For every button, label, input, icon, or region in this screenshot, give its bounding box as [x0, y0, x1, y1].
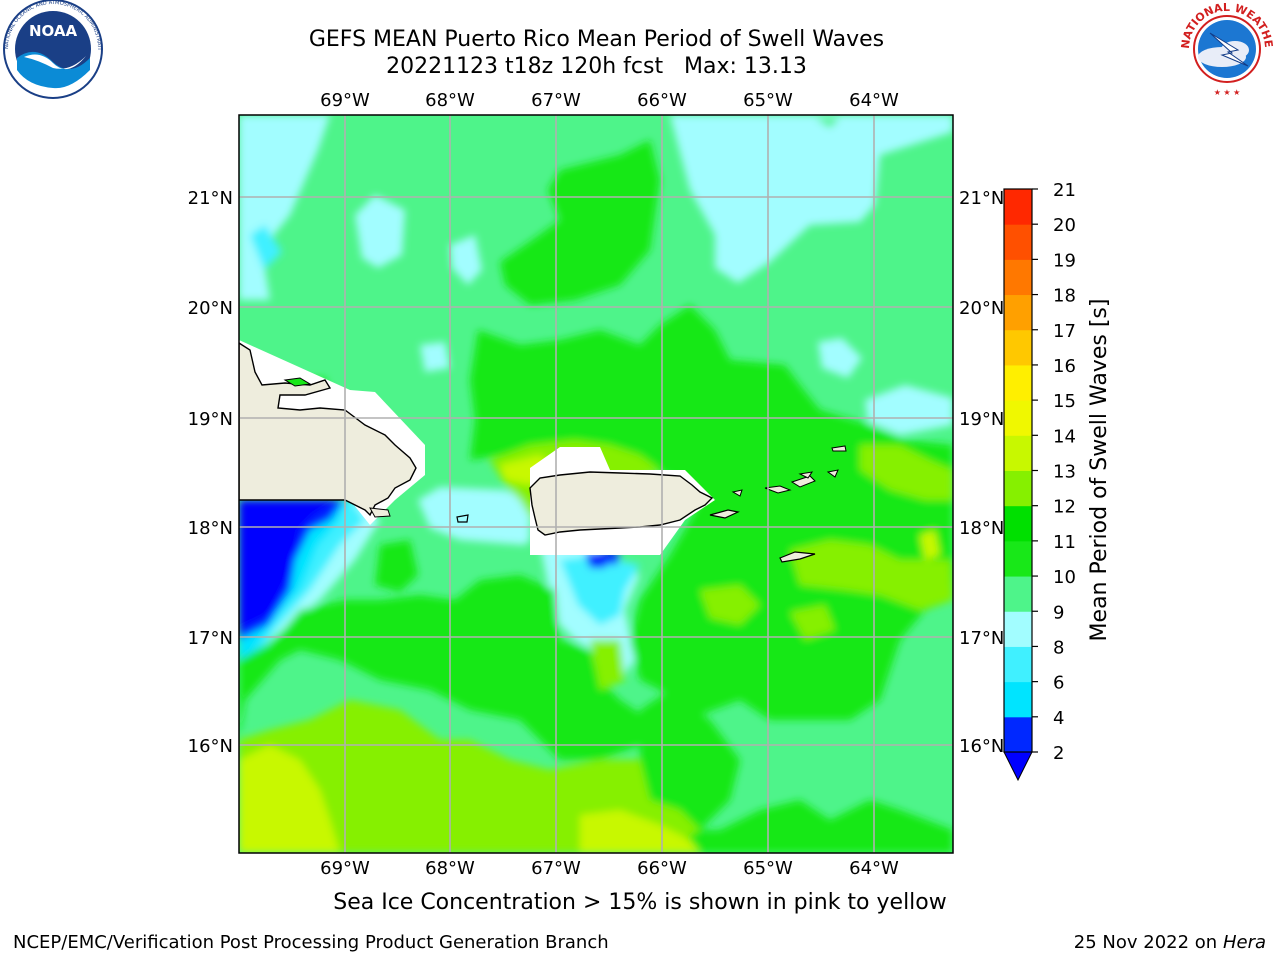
- lat-label: 19°N: [959, 409, 1004, 430]
- lon-labels-top: 69°W 68°W 67°W 66°W 65°W 64°W: [320, 90, 899, 111]
- lat-label: 17°N: [959, 628, 1004, 649]
- colorbar-segment: [1004, 364, 1032, 401]
- graticule: [239, 115, 953, 853]
- lat-label: 20°N: [959, 298, 1004, 319]
- lat-label: 18°N: [959, 518, 1004, 539]
- colorbar-tick-label: 13: [1053, 462, 1076, 483]
- nws-ring-text: NATIONAL WEATHER SERVICE: [0, 0, 1275, 49]
- colorbar-tick-label: 4: [1053, 708, 1064, 729]
- lat-label: 17°N: [188, 628, 233, 649]
- svg-text:★ ★ ★: ★ ★ ★: [1214, 88, 1241, 97]
- lat-label: 21°N: [188, 188, 233, 209]
- lat-labels-left: 21°N 20°N 19°N 18°N 17°N 16°N: [188, 188, 233, 757]
- colorbar-segment: [1004, 224, 1032, 260]
- colorbar-tick-label: 19: [1053, 250, 1076, 271]
- colorbar-segment: [1004, 646, 1032, 683]
- colorbar-segment: [1004, 716, 1032, 753]
- lon-label: 66°W: [637, 90, 687, 111]
- colorbar-segment: [1004, 470, 1032, 507]
- colorbar-tick-label: 17: [1053, 321, 1076, 342]
- lat-label: 16°N: [188, 736, 233, 757]
- colorbar-segment: [1004, 611, 1032, 647]
- colorbar-tick-label: 9: [1053, 602, 1064, 623]
- colorbar-tick-label: 11: [1053, 532, 1076, 553]
- colorbar-tick-label: 12: [1053, 497, 1076, 518]
- lon-label: 68°W: [425, 90, 475, 111]
- lon-label: 64°W: [849, 858, 899, 879]
- lat-labels-right: 21°N 20°N 19°N 18°N 17°N 16°N: [959, 188, 1004, 757]
- nws-logo: NATIONAL WEATHER SERVICE ★ ★ ★: [0, 0, 1275, 97]
- colorbar-tick-label: 20: [1053, 215, 1076, 236]
- colorbar-tick-label: 8: [1053, 637, 1064, 658]
- colorbar-tick-label: 10: [1053, 567, 1076, 588]
- colorbar-tick-label: 15: [1053, 391, 1076, 412]
- lon-label: 64°W: [849, 90, 899, 111]
- lon-label: 66°W: [637, 858, 687, 879]
- colorbar-segment: [1004, 294, 1032, 331]
- colorbar-tick-label: 18: [1053, 286, 1076, 307]
- lon-label: 69°W: [320, 858, 370, 879]
- lon-label: 67°W: [531, 90, 581, 111]
- colorbar-segment: [1004, 576, 1032, 612]
- footer-date-text: 25 Nov 2022 on: [1073, 932, 1218, 953]
- colorbar-segment: [1004, 259, 1032, 296]
- colorbar-segment: [1004, 400, 1032, 436]
- lon-label: 65°W: [743, 90, 793, 111]
- colorbar-tick-label: 6: [1053, 673, 1064, 694]
- colorbar-segment: [1004, 329, 1032, 366]
- lat-label: 16°N: [959, 736, 1004, 757]
- colorbar-segment: [1004, 435, 1032, 471]
- lat-label: 19°N: [188, 409, 233, 430]
- lon-label: 69°W: [320, 90, 370, 111]
- footer-credit: NCEP/EMC/Verification Post Processing Pr…: [13, 932, 609, 953]
- colorbar-under-arrow: [1003, 751, 1033, 782]
- footer-date: 25 Nov 2022 on Hera: [1074, 932, 1266, 953]
- svg-text:NATIONAL WEATHER SERVICE: NATIONAL WEATHER SERVICE: [0, 0, 1275, 49]
- colorbar: 21 20 19 18 17 16 15 14 13 12 11 10 9 8 6 4 2: [1003, 180, 1076, 782]
- lat-label: 20°N: [188, 298, 233, 319]
- lon-label: 68°W: [425, 858, 475, 879]
- colorbar-tick-label: 16: [1053, 356, 1076, 377]
- sea-ice-note: Sea Ice Concentration > 15% is shown in …: [333, 890, 947, 915]
- map-title: GEFS MEAN Puerto Rico Mean Period of Swe…: [308, 27, 885, 52]
- swell-period-field: [239, 115, 953, 853]
- colorbar-segment: [1004, 681, 1032, 718]
- lat-label: 18°N: [188, 518, 233, 539]
- map-frame: [238, 114, 954, 854]
- colorbar-segment: [1004, 540, 1032, 577]
- colorbar-tick-label: 14: [1053, 426, 1076, 447]
- lon-label: 67°W: [531, 858, 581, 879]
- lon-labels-bottom: 69°W 68°W 67°W 66°W 65°W 64°W: [320, 858, 899, 879]
- map-subtitle: 20221123 t18z 120h fcst Max: 13.13: [386, 54, 807, 79]
- colorbar-tick-label: 2: [1053, 743, 1064, 764]
- noaa-logo: NOAA NATIONAL OCEANIC AND ATMOSPHERIC AD…: [0, 0, 103, 99]
- colorbar-label: Mean Period of Swell Waves [s]: [1087, 299, 1112, 642]
- colorbar-tick-label: 21: [1053, 180, 1076, 201]
- noaa-logo-text: NOAA: [29, 22, 78, 40]
- footer-host: Hera: [1222, 932, 1266, 953]
- colorbar-segment: [1004, 189, 1032, 225]
- lon-label: 65°W: [743, 858, 793, 879]
- lat-label: 21°N: [959, 188, 1004, 209]
- colorbar-segment: [1004, 505, 1032, 542]
